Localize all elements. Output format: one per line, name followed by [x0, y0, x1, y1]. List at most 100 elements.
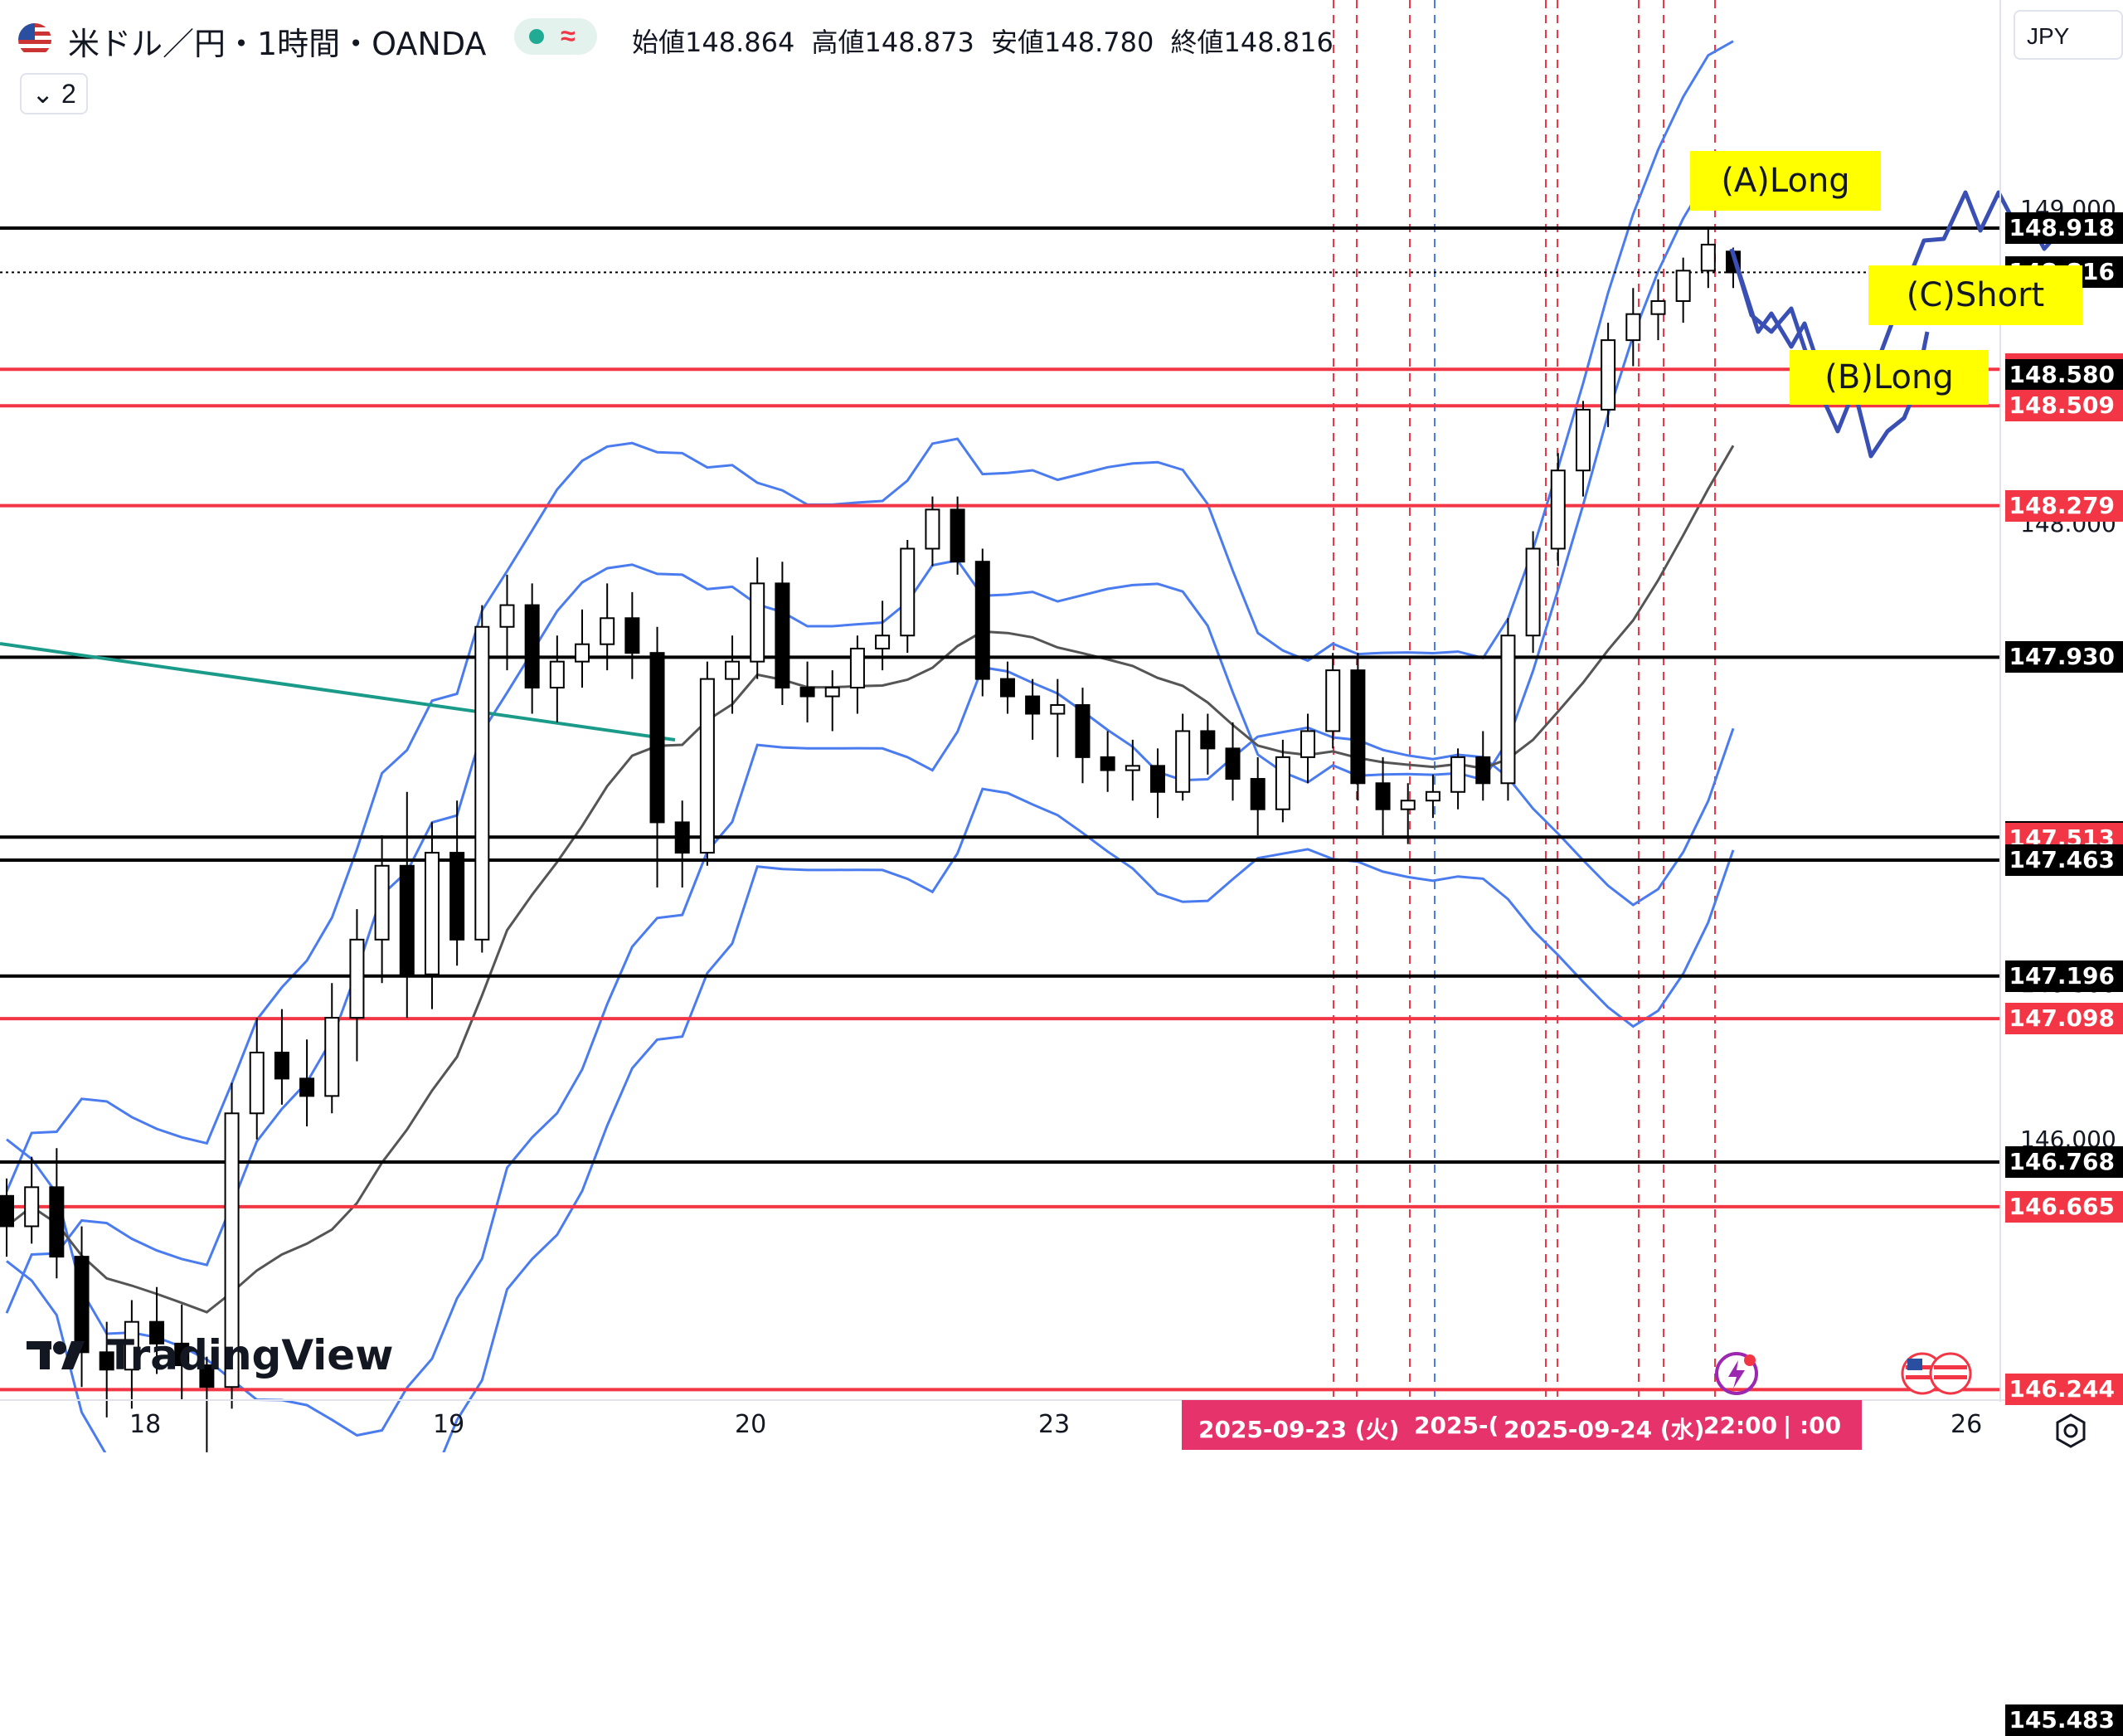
candle-body — [99, 1351, 114, 1371]
candle-body — [124, 1320, 139, 1371]
cursor-time-1: 22:00 — [1703, 1412, 1778, 1439]
chart-header: 米ドル／円・1時間・OANDA ≈ 始値148.864 高値148.873 安値… — [0, 0, 1990, 83]
trendline — [0, 642, 676, 742]
candle-body — [900, 547, 916, 637]
indicators-count: 2 — [61, 79, 76, 109]
candle-body — [1550, 469, 1566, 550]
candle-body — [524, 604, 540, 689]
vertical-marker-lines — [1333, 0, 1716, 1400]
candle-body — [24, 1186, 40, 1228]
candle-body — [1125, 765, 1140, 771]
candle-body — [1200, 730, 1216, 750]
candle-body — [674, 821, 690, 854]
candle-body — [374, 864, 390, 941]
candle-body — [1700, 243, 1716, 272]
close-value: 終値148.816 — [1170, 27, 1334, 58]
candle-body — [1400, 800, 1416, 810]
projected-wave-path-b — [1729, 248, 1930, 459]
candle-body — [1450, 756, 1466, 793]
bollinger-lower-band — [6, 787, 1735, 1452]
price-label-147.930: 147.930 — [2005, 641, 2123, 673]
price-label-147.463: 147.463 — [2005, 844, 2123, 876]
time-label-19: 19 — [433, 1410, 465, 1439]
moving-average-line — [6, 445, 1735, 1314]
price-chart[interactable] — [0, 0, 2123, 1452]
low-value: 安値148.780 — [991, 27, 1154, 58]
callout-a-long[interactable]: (A)Long — [1690, 151, 1881, 211]
price-label-146.665: 146.665 — [2005, 1190, 2123, 1223]
candle-body — [1575, 408, 1591, 472]
time-label-23: 23 — [1038, 1410, 1071, 1439]
candle-body — [1050, 704, 1066, 715]
ohlc-readout: 始値148.864 高値148.873 安値148.780 終値148.816 — [632, 22, 1342, 60]
bollinger-upper-band — [5, 40, 1734, 1193]
candle-body — [49, 1186, 65, 1258]
cursor-date-1: 2025-09-23 (火) — [1198, 1416, 1400, 1443]
candle-body — [149, 1320, 165, 1345]
bollinger-upper-band-outer — [5, 161, 1734, 1314]
horizontal-levels — [0, 226, 2000, 1392]
price-label-147.196: 147.196 — [2005, 960, 2123, 992]
candle-body — [1075, 704, 1091, 758]
us-flag-icon — [18, 23, 51, 56]
candle-body — [925, 508, 940, 550]
price-label-148.279: 148.279 — [2005, 489, 2123, 522]
candle-body — [1625, 313, 1641, 342]
candle-body — [1350, 669, 1366, 785]
candle-body — [649, 652, 665, 824]
price-label-147.098: 147.098 — [2005, 1003, 2123, 1035]
price-label-145.483: 145.483 — [2005, 1704, 2123, 1736]
candle-body — [824, 687, 840, 698]
bollinger-bands — [5, 40, 1735, 1452]
candle-body — [799, 687, 815, 698]
candle-body — [1425, 790, 1440, 802]
candle-body — [549, 660, 565, 689]
candle-body — [1325, 669, 1341, 732]
chevron-down-icon: ⌄ — [32, 79, 55, 109]
symbol-title[interactable]: 米ドル／円・1時間・OANDA — [68, 26, 487, 62]
candle-body — [750, 582, 765, 663]
candle-body — [74, 1256, 90, 1354]
candle-body — [699, 678, 715, 854]
high-value: 高値148.873 — [811, 27, 974, 58]
callout-c-short[interactable]: (C)Short — [1868, 265, 2082, 325]
teal-trendline — [0, 642, 676, 742]
candle-body — [1675, 270, 1691, 302]
candle-body — [274, 1051, 289, 1080]
flash-event-icon[interactable] — [1713, 1350, 1760, 1397]
candle-body — [224, 1112, 240, 1388]
indicators-toggle-button[interactable]: ⌄ 2 — [20, 73, 88, 114]
candle-body — [1375, 782, 1391, 810]
candle-body — [424, 852, 440, 975]
candle-body — [875, 635, 891, 649]
candlesticks — [0, 226, 1741, 1452]
candle-body — [1300, 730, 1316, 758]
candle-body — [725, 660, 741, 680]
callout-b-long[interactable]: (B)Long — [1790, 350, 1989, 405]
candle-body — [249, 1051, 265, 1115]
price-label-148.918: 148.918 — [2005, 212, 2123, 244]
candle-body — [174, 1342, 190, 1367]
candle-body — [1500, 635, 1516, 785]
cursor-time-2: | :00 — [1783, 1412, 1842, 1439]
candle-body — [974, 561, 990, 680]
market-status-pill[interactable]: ≈ — [514, 18, 597, 55]
currency-selector[interactable]: JPY — [2014, 10, 2123, 60]
candle-body — [624, 617, 640, 654]
candle-body — [1650, 299, 1666, 315]
price-label-148.580: 148.580 — [2005, 359, 2123, 391]
price-label-146.244: 146.244 — [2005, 1374, 2123, 1406]
economic-event-flags-icon[interactable] — [1901, 1352, 1975, 1395]
price-label-148.509: 148.509 — [2005, 390, 2123, 422]
candle-body — [1100, 756, 1115, 771]
candle-body — [1250, 778, 1266, 810]
candle-body — [499, 604, 515, 628]
cursor-date-2: 2025-( — [1414, 1412, 1499, 1439]
candle-body — [1475, 756, 1491, 785]
price-label-146.768: 146.768 — [2005, 1145, 2123, 1178]
settings-gear-icon[interactable] — [2050, 1410, 2091, 1452]
cursor-date-3: 2025-09-24 (水) — [1504, 1416, 1705, 1443]
candle-body — [600, 617, 615, 645]
candle-body — [299, 1077, 315, 1097]
candle-body — [775, 582, 790, 689]
